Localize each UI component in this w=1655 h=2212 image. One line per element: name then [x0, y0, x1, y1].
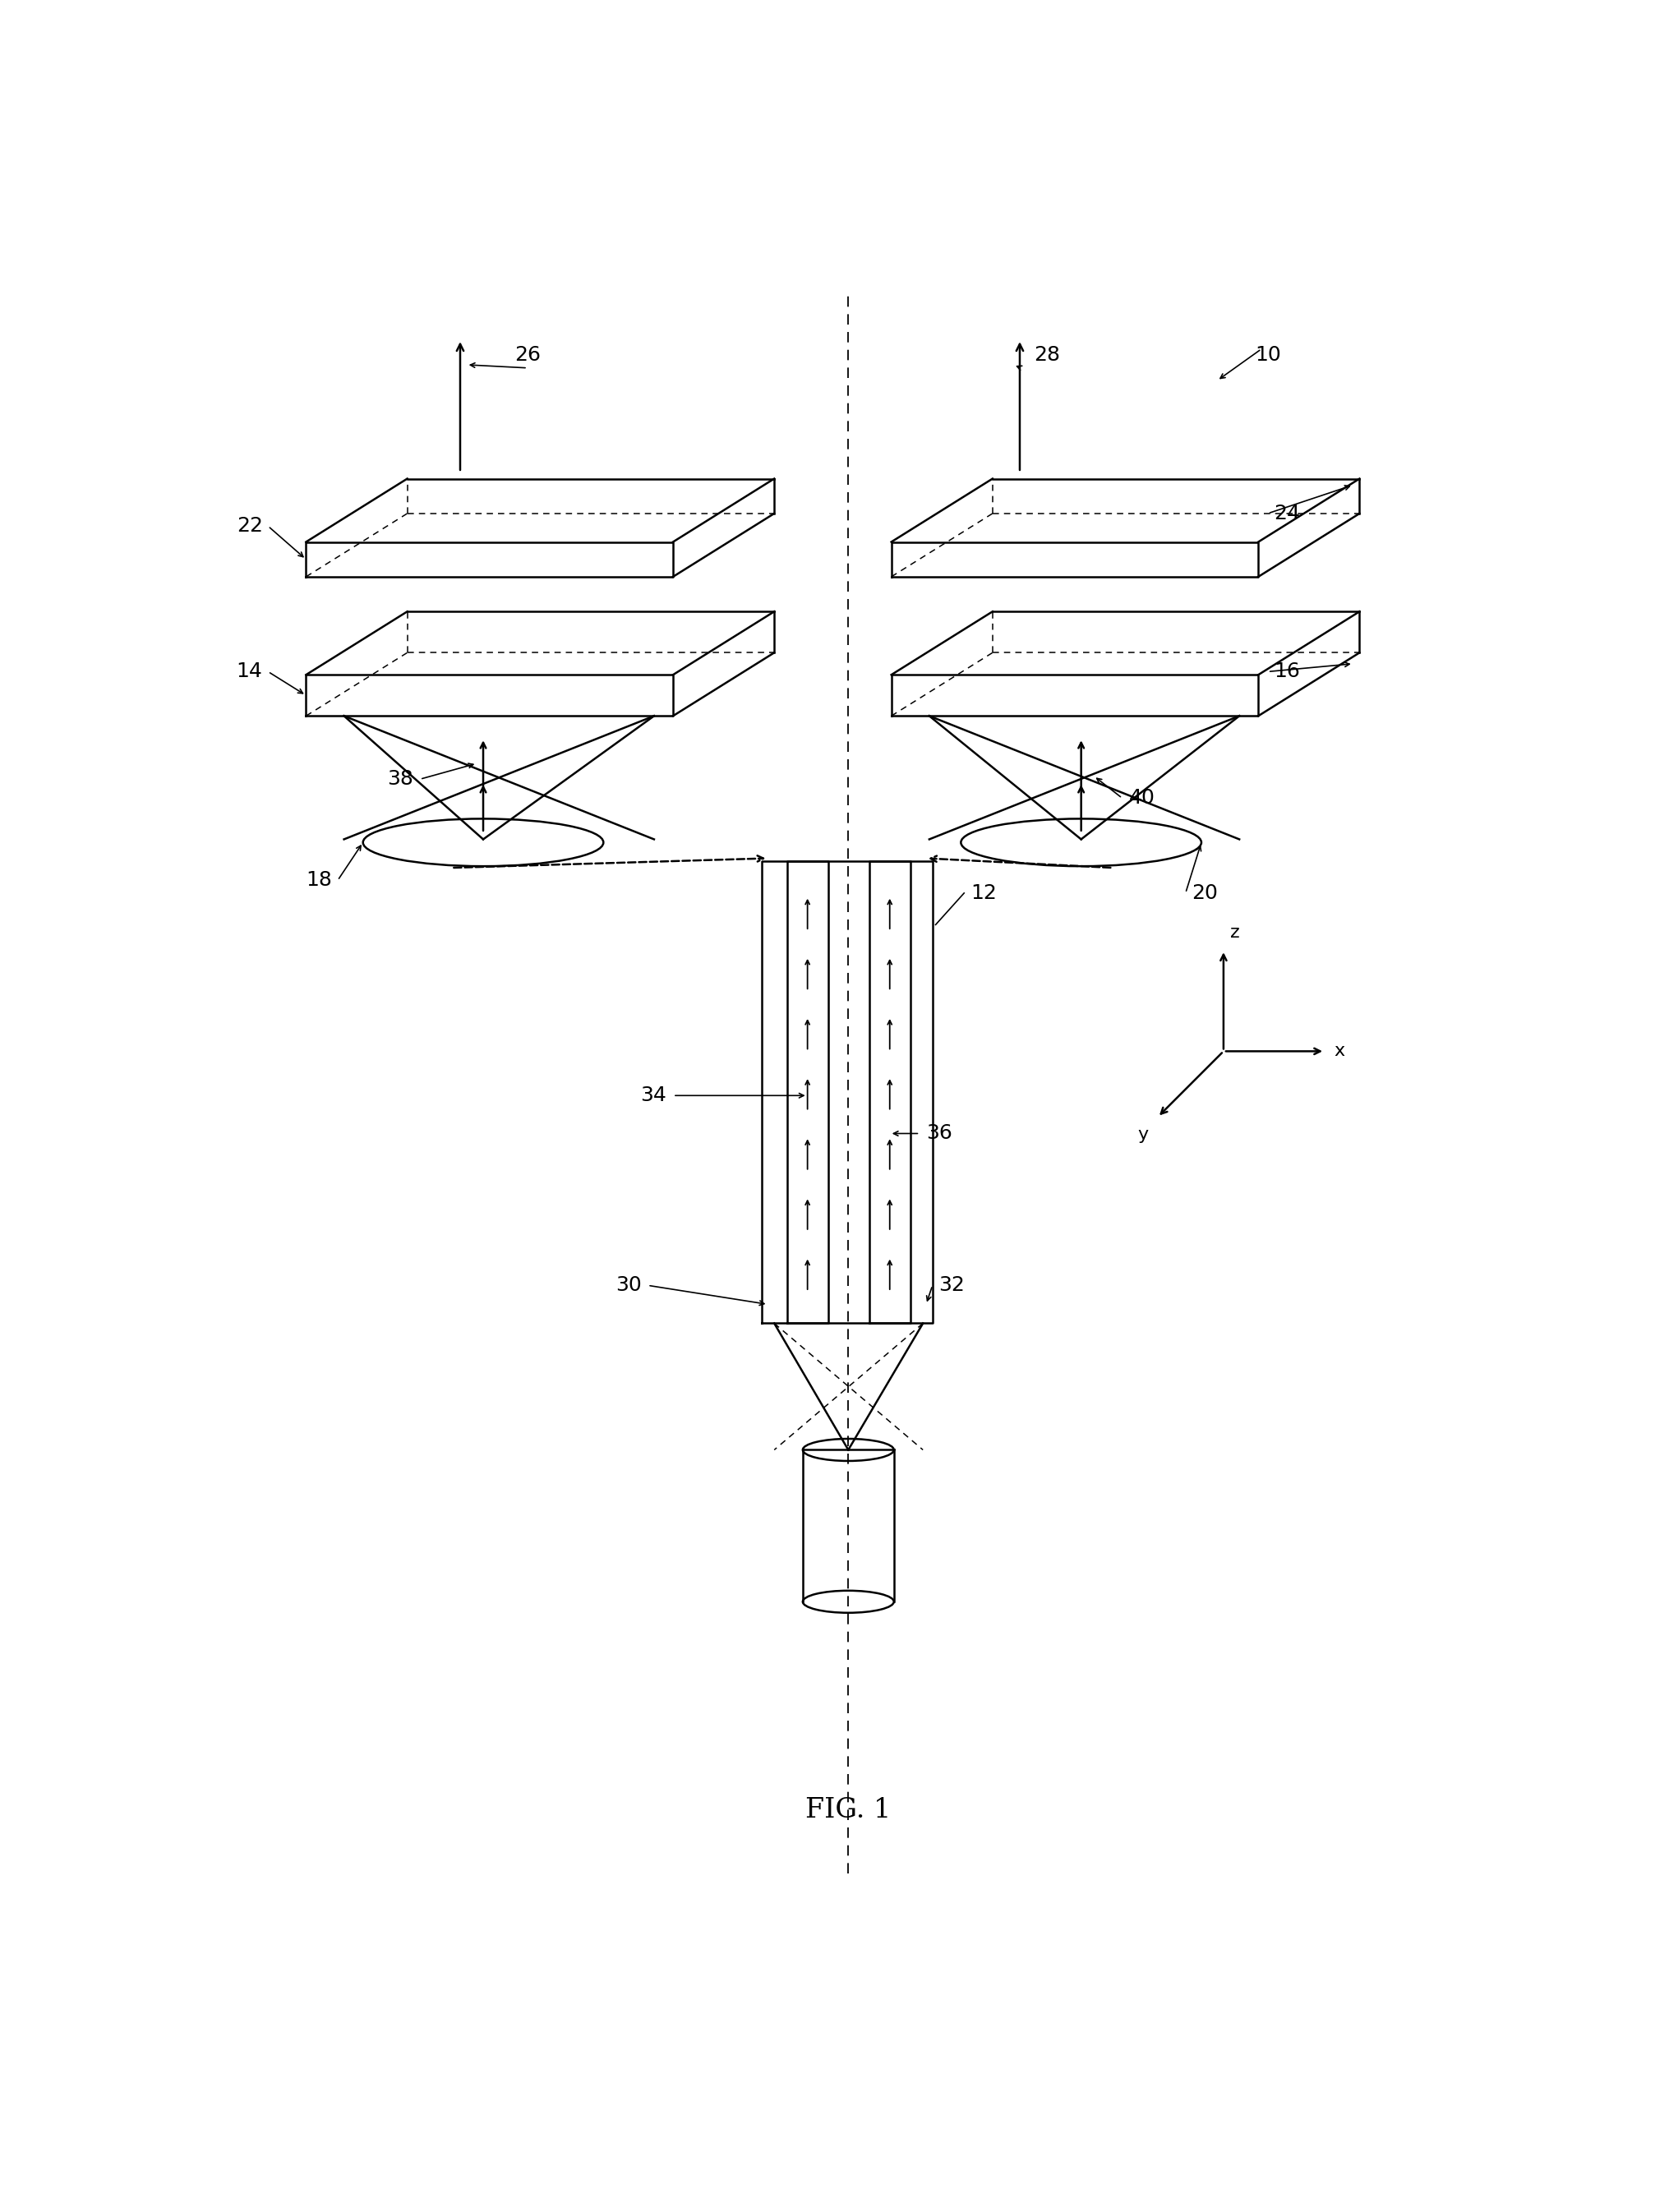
Text: 40: 40: [1129, 787, 1154, 807]
Text: 10: 10: [1254, 345, 1281, 365]
Text: 18: 18: [306, 872, 333, 889]
Text: 12: 12: [970, 883, 996, 902]
Text: x: x: [1334, 1044, 1344, 1060]
Text: 22: 22: [237, 515, 263, 535]
Text: 24: 24: [1273, 504, 1299, 524]
Text: 14: 14: [237, 661, 263, 681]
Text: 36: 36: [925, 1124, 952, 1144]
Text: FIG. 1: FIG. 1: [804, 1798, 890, 1823]
Text: 30: 30: [616, 1276, 640, 1296]
Text: 38: 38: [387, 770, 414, 790]
Text: 32: 32: [938, 1276, 965, 1296]
Text: 28: 28: [1033, 345, 1059, 365]
Text: z: z: [1230, 925, 1240, 940]
Text: 26: 26: [515, 345, 541, 365]
Text: y: y: [1137, 1126, 1147, 1144]
Text: 20: 20: [1192, 883, 1218, 902]
Text: 16: 16: [1273, 661, 1299, 681]
Text: 34: 34: [640, 1086, 667, 1106]
